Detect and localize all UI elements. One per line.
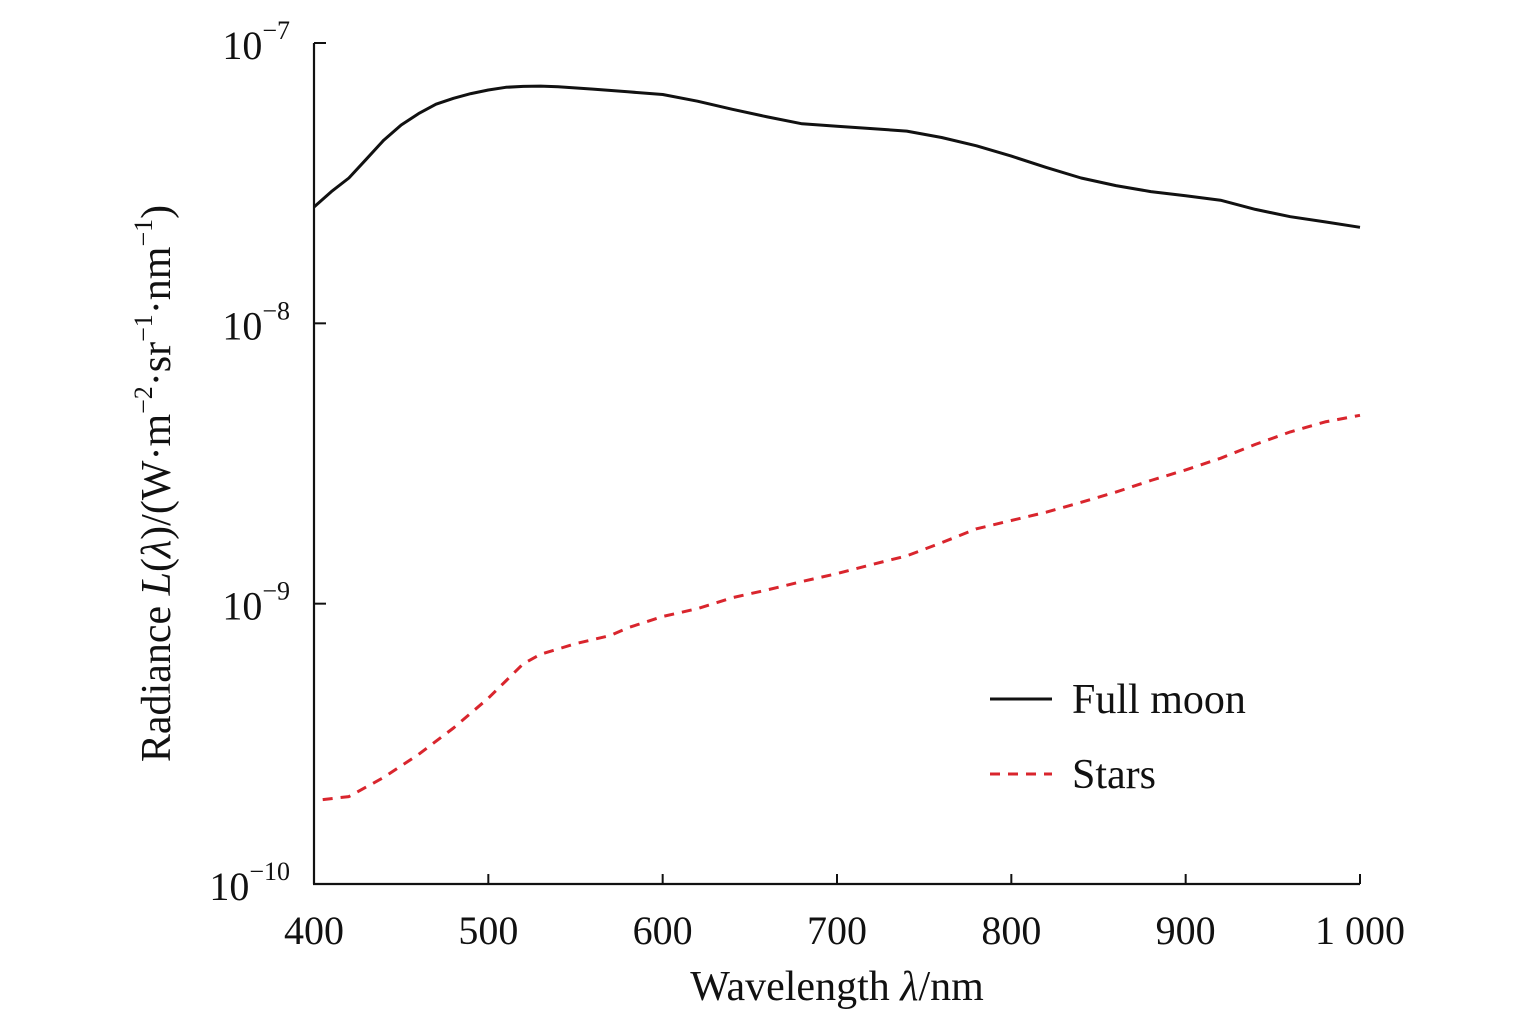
x-tick-label: 500	[458, 908, 518, 953]
x-axis-ticks: 400 500 600 700 800 900 1 000	[284, 874, 1405, 953]
y-tick-label: 10−10	[209, 857, 290, 909]
x-axis-label: Wavelength λ/nm	[690, 964, 984, 1010]
x-tick-label: 900	[1156, 908, 1216, 953]
legend: Full moon Stars	[990, 677, 1246, 798]
legend-label: Full moon	[1072, 677, 1246, 723]
y-axis-label: Radiance L(λ)/(W·m−2·sr−1·nm−1)	[129, 205, 180, 762]
series-line-full-moon	[313, 84, 1361, 229]
y-tick-label: 10−9	[222, 577, 290, 629]
series-line-stars	[322, 413, 1361, 802]
legend-label: Stars	[1072, 752, 1156, 798]
y-tick-label: 10−7	[222, 16, 290, 68]
x-tick-label: 400	[284, 908, 344, 953]
series-layer	[313, 84, 1361, 802]
y-tick-label: 10−8	[222, 296, 290, 348]
y-axis-ticks: 10−10 10−9 10−8 10−7	[209, 16, 326, 909]
x-tick-label: 600	[633, 908, 693, 953]
x-tick-label: 700	[807, 908, 867, 953]
x-tick-label: 800	[981, 908, 1041, 953]
x-tick-label: 1 000	[1315, 908, 1405, 953]
